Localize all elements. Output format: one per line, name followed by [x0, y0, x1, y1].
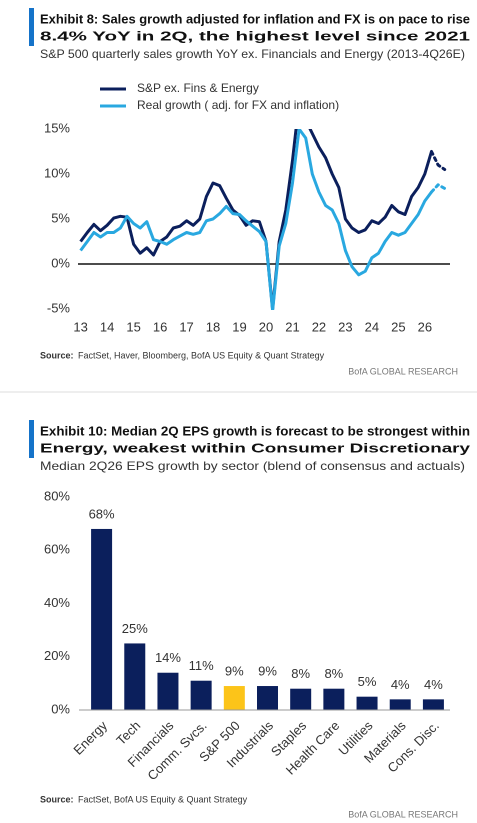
x-tick-label: 15 [126, 319, 140, 334]
y-tick-label: 10% [44, 165, 70, 180]
value-label: 4% [391, 677, 410, 692]
value-label: 11% [189, 658, 214, 673]
x-tick-label: 20 [259, 319, 273, 334]
x-tick-label: 17 [179, 319, 193, 334]
value-label: 9% [225, 663, 244, 678]
series-line-forecast [430, 150, 447, 171]
bar [124, 643, 146, 710]
chart-title: Energy, weakest within Consumer Discreti… [40, 440, 471, 455]
x-tick-label: 19 [232, 319, 246, 334]
series-line [79, 129, 433, 310]
x-tick-label: 23 [338, 319, 352, 334]
value-label: 4% [424, 677, 443, 692]
value-label: 9% [258, 663, 277, 678]
x-tick-label: 18 [206, 319, 220, 334]
bar [190, 680, 212, 710]
value-label: 5% [358, 674, 377, 689]
x-tick-label: 13 [73, 319, 87, 334]
x-tick-label: 22 [312, 319, 326, 334]
bar [389, 699, 411, 710]
x-tick-label: Energy [70, 718, 110, 758]
bar [91, 528, 113, 710]
brand: BofA GLOBAL RESEARCH [348, 366, 458, 376]
y-tick-label: 40% [44, 595, 70, 610]
series-line-forecast [430, 183, 447, 194]
legend-label: Real growth ( adj. for FX and inflation) [137, 98, 339, 112]
x-tick-label: Tech [113, 718, 143, 748]
value-label: 8% [291, 666, 310, 681]
bar [257, 686, 278, 710]
source: FactSet, BofA US Equity & Quant Strategy [78, 794, 248, 804]
bar [323, 688, 345, 710]
value-label: 8% [324, 666, 343, 681]
series-line [79, 129, 433, 310]
chart-title: Exhibit 8: Sales growth adjusted for inf… [40, 11, 470, 26]
x-tick-label: 25 [391, 319, 405, 334]
bar [356, 696, 378, 710]
y-tick-label: 0% [51, 255, 70, 270]
x-tick-label: 26 [418, 319, 432, 334]
x-tick-label: 16 [153, 319, 167, 334]
chart-title: 8.4% YoY in 2Q, the highest level since … [40, 28, 470, 43]
y-tick-label: -5% [47, 300, 71, 315]
y-tick-label: 15% [44, 120, 70, 135]
y-tick-label: 80% [44, 488, 70, 503]
value-label: 25% [122, 621, 148, 636]
source: FactSet, Haver, Bloomberg, BofA US Equit… [78, 350, 325, 360]
source-label: Source: [40, 350, 74, 360]
plot [79, 129, 447, 310]
chart-subtitle: S&P 500 quarterly sales growth YoY ex. F… [40, 47, 465, 61]
chart-title: Exhibit 10: Median 2Q EPS growth is fore… [40, 423, 470, 438]
bar [223, 686, 245, 710]
x-tick-label: 24 [365, 319, 379, 334]
value-label: 68% [89, 506, 115, 521]
value-label: 14% [155, 650, 181, 665]
accent-bar [29, 420, 34, 458]
bar [157, 672, 179, 710]
y-tick-label: 0% [51, 701, 70, 716]
brand: BofA GLOBAL RESEARCH [348, 809, 458, 819]
x-tick-label: 21 [285, 319, 299, 334]
y-tick-label: 5% [51, 210, 70, 225]
y-tick-label: 60% [44, 542, 70, 557]
source-label: Source: [40, 794, 74, 804]
bar [290, 688, 312, 710]
x-tick-label: 14 [100, 319, 114, 334]
legend-label: S&P ex. Fins & Energy [137, 81, 259, 95]
chart-subtitle: Median 2Q26 EPS growth by sector (blend … [40, 459, 465, 473]
accent-bar [29, 8, 34, 46]
y-tick-label: 20% [44, 648, 70, 663]
bar [422, 699, 444, 710]
